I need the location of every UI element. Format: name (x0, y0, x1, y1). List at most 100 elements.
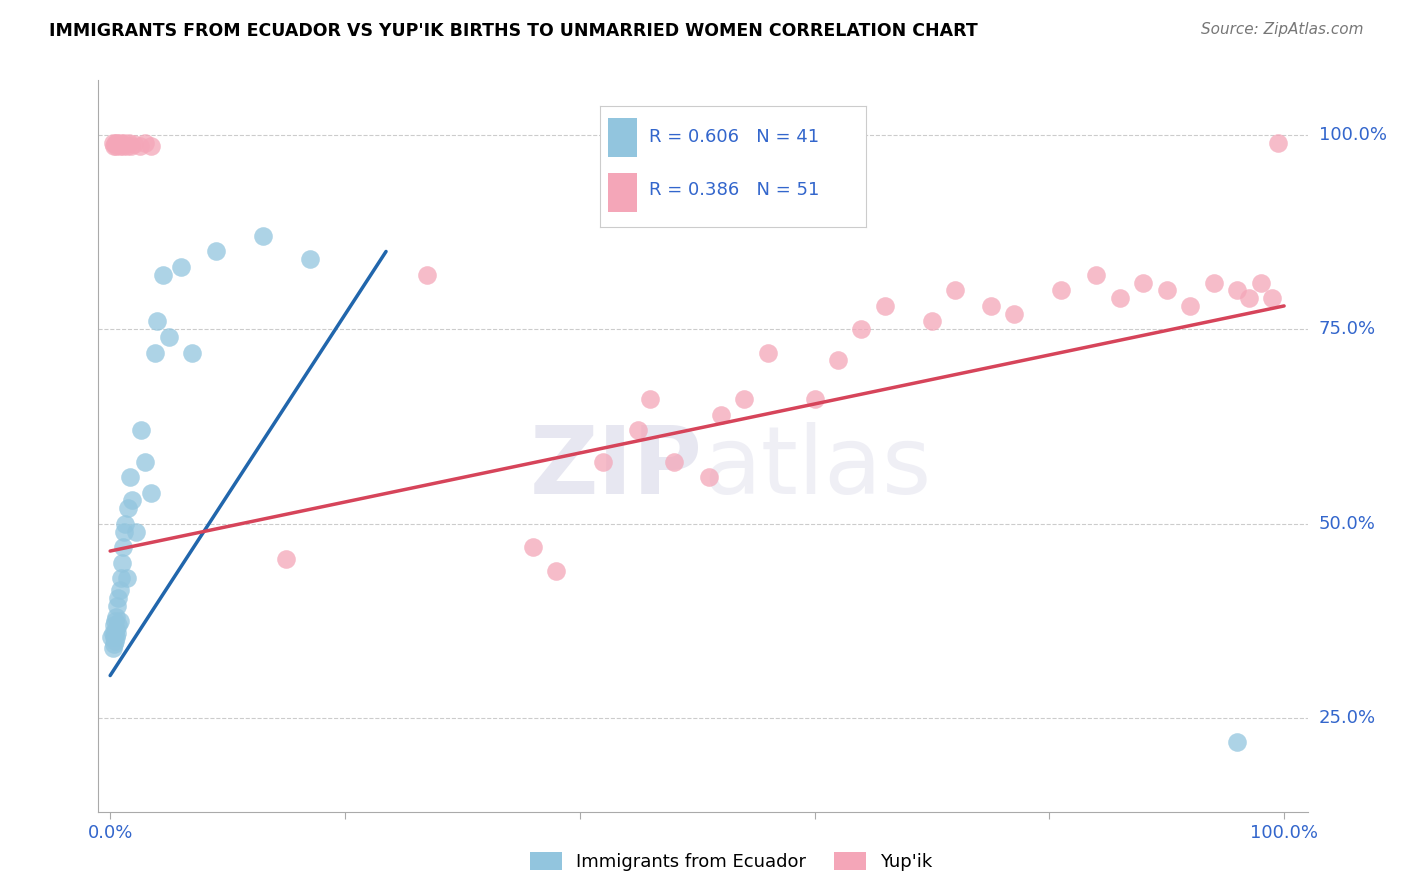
Point (710, 408, 733, 422)
Point (1226, 734, 1249, 748)
Point (125, 524, 148, 539)
Text: ZIP: ZIP (530, 422, 703, 514)
Point (112, 524, 135, 539)
Point (134, 136, 156, 150)
Point (107, 591, 129, 605)
Text: 100.0%: 100.0% (1319, 126, 1386, 144)
Point (105, 599, 128, 613)
Point (112, 139, 135, 153)
Point (522, 540, 544, 554)
Point (104, 625, 127, 640)
Point (103, 630, 125, 644)
Point (105, 622, 128, 636)
Point (1002, 307, 1025, 321)
Point (111, 137, 134, 152)
Text: 50.0%: 50.0% (1319, 515, 1375, 533)
Point (108, 614, 131, 628)
Point (104, 633, 127, 648)
Point (112, 540, 135, 554)
Point (252, 228, 274, 243)
Point (129, 424, 152, 438)
Point (103, 618, 125, 632)
Point (141, 485, 163, 500)
Point (546, 564, 568, 578)
Point (105, 139, 128, 153)
Point (1202, 276, 1225, 290)
Point (697, 470, 720, 484)
Point (111, 556, 134, 570)
Text: atlas: atlas (703, 422, 931, 514)
Point (118, 136, 141, 150)
Point (101, 641, 124, 656)
Point (1261, 291, 1284, 305)
Point (134, 454, 156, 468)
Text: 75.0%: 75.0% (1319, 320, 1376, 338)
Text: 25.0%: 25.0% (1319, 709, 1376, 727)
Text: Source: ZipAtlas.com: Source: ZipAtlas.com (1201, 22, 1364, 37)
Point (146, 314, 169, 328)
Point (733, 392, 755, 407)
Text: IMMIGRANTS FROM ECUADOR VS YUP'IK BIRTHS TO UNMARRIED WOMEN CORRELATION CHART: IMMIGRANTS FROM ECUADOR VS YUP'IK BIRTHS… (49, 22, 979, 40)
Point (803, 392, 825, 407)
Point (873, 299, 896, 313)
Point (1180, 299, 1202, 313)
Point (638, 392, 661, 407)
Point (851, 322, 873, 336)
Point (122, 137, 145, 152)
Point (1050, 284, 1073, 298)
Point (1156, 284, 1178, 298)
Point (120, 139, 142, 153)
Point (121, 493, 143, 508)
Point (115, 139, 138, 153)
Point (105, 625, 128, 640)
Point (827, 353, 849, 368)
Point (103, 637, 125, 651)
Point (921, 314, 943, 328)
Point (298, 252, 321, 267)
Point (120, 470, 142, 484)
Point (662, 454, 685, 468)
Point (101, 625, 124, 640)
Point (108, 582, 131, 597)
Point (143, 345, 166, 359)
Point (141, 139, 163, 153)
Point (627, 424, 650, 438)
Point (110, 136, 132, 150)
Point (980, 299, 1002, 313)
Point (105, 136, 128, 150)
Point (181, 345, 204, 359)
Point (104, 614, 127, 628)
Point (152, 268, 174, 282)
Point (1085, 268, 1108, 282)
Point (100, 630, 122, 644)
Point (204, 244, 226, 259)
Point (276, 551, 298, 566)
Point (104, 137, 127, 152)
Point (115, 571, 138, 585)
Point (1108, 291, 1130, 305)
Point (128, 139, 150, 153)
Point (110, 571, 132, 585)
Point (945, 284, 967, 298)
Point (103, 139, 125, 153)
Point (1267, 136, 1289, 150)
Point (117, 501, 139, 516)
Legend: Immigrants from Ecuador, Yup'ik: Immigrants from Ecuador, Yup'ik (522, 845, 941, 879)
Point (112, 136, 135, 150)
Point (108, 139, 131, 153)
Point (1132, 276, 1154, 290)
Point (1237, 291, 1260, 305)
Point (1250, 276, 1272, 290)
Point (169, 260, 191, 274)
Point (592, 454, 614, 468)
Point (105, 136, 128, 150)
Point (416, 268, 439, 282)
Point (105, 610, 128, 624)
Point (756, 345, 779, 359)
Point (1226, 284, 1249, 298)
Point (107, 618, 129, 632)
Point (101, 136, 124, 150)
Point (157, 330, 180, 344)
Point (107, 137, 129, 152)
Point (105, 630, 128, 644)
